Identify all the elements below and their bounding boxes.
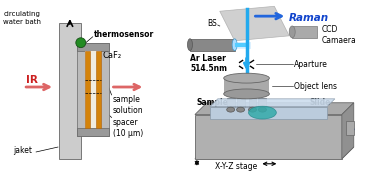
Ellipse shape bbox=[188, 39, 192, 51]
Bar bbox=[96, 51, 101, 128]
Text: Slide: Slide bbox=[309, 98, 330, 107]
Bar bbox=[224, 78, 269, 94]
Polygon shape bbox=[195, 147, 354, 159]
Ellipse shape bbox=[227, 107, 235, 112]
Ellipse shape bbox=[248, 106, 276, 119]
Text: spacer
(10 μm): spacer (10 μm) bbox=[113, 118, 143, 138]
Bar bbox=[227, 98, 235, 110]
Ellipse shape bbox=[236, 107, 245, 112]
Text: CCD
Camaera: CCD Camaera bbox=[322, 25, 357, 45]
Ellipse shape bbox=[224, 89, 269, 99]
Ellipse shape bbox=[76, 38, 86, 48]
Bar bbox=[346, 121, 354, 135]
Bar bbox=[236, 98, 245, 110]
Polygon shape bbox=[342, 103, 354, 159]
Bar bbox=[77, 43, 109, 51]
Polygon shape bbox=[195, 103, 354, 115]
Bar bbox=[258, 98, 266, 110]
Polygon shape bbox=[220, 6, 289, 41]
Text: IR: IR bbox=[26, 75, 38, 85]
Text: Ar Laser
514.5nm: Ar Laser 514.5nm bbox=[190, 54, 227, 73]
Ellipse shape bbox=[289, 26, 295, 38]
Bar bbox=[85, 51, 101, 128]
Ellipse shape bbox=[232, 39, 237, 51]
Ellipse shape bbox=[258, 107, 266, 112]
Text: thermosensor: thermosensor bbox=[94, 30, 154, 39]
Bar bbox=[85, 51, 90, 128]
Text: Aparture: Aparture bbox=[294, 60, 328, 69]
Polygon shape bbox=[195, 115, 342, 159]
Bar bbox=[59, 23, 81, 159]
Text: circulating
water bath: circulating water bath bbox=[3, 11, 41, 25]
Bar bbox=[248, 98, 257, 110]
Text: Object lens: Object lens bbox=[294, 82, 337, 90]
Polygon shape bbox=[210, 107, 327, 118]
Bar bbox=[77, 43, 109, 136]
Bar bbox=[190, 39, 235, 51]
Bar bbox=[77, 128, 109, 136]
Text: X-Y-Z stage: X-Y-Z stage bbox=[215, 162, 257, 171]
Bar bbox=[292, 26, 317, 38]
Text: Raman: Raman bbox=[289, 13, 329, 23]
Text: jaket: jaket bbox=[13, 146, 32, 155]
Text: sample
solution: sample solution bbox=[113, 95, 143, 115]
Text: CaF₂: CaF₂ bbox=[103, 51, 122, 60]
Text: BS: BS bbox=[207, 19, 217, 27]
Text: Sample: Sample bbox=[197, 98, 229, 107]
Ellipse shape bbox=[248, 107, 257, 112]
Polygon shape bbox=[210, 99, 335, 107]
Ellipse shape bbox=[224, 73, 269, 83]
